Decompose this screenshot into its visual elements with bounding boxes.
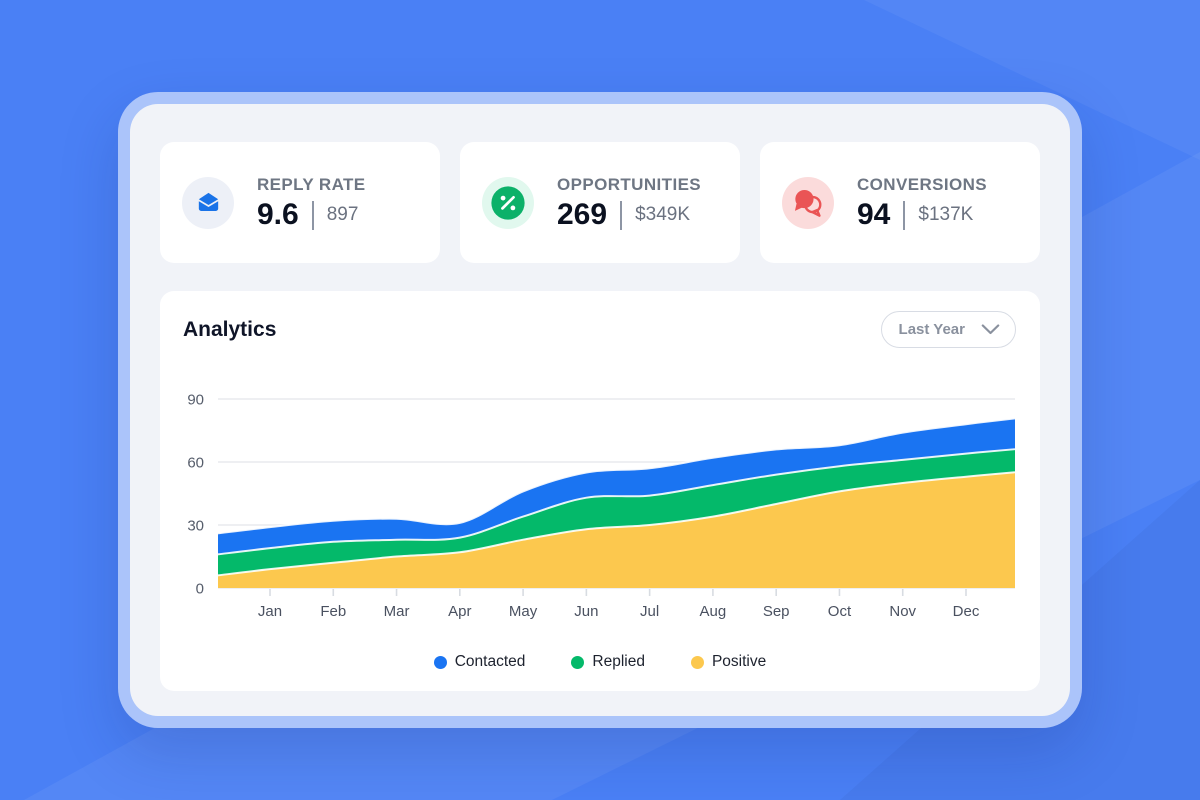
stat-secondary-value: 897 (326, 204, 359, 225)
x-axis-label: May (509, 603, 538, 620)
date-range-dropdown[interactable]: Last Year (880, 311, 1016, 348)
x-axis-label: Apr (448, 603, 471, 620)
y-axis-label: 60 (187, 455, 204, 472)
stat-divider (311, 200, 314, 230)
chat-bubbles-icon (782, 176, 834, 229)
date-range-value: Last Year (898, 321, 965, 338)
chevron-down-icon (981, 324, 1000, 335)
stat-label: OPPORTUNITIES (557, 175, 702, 194)
stat-card-conversions: CONVERSIONS 94 $137K (760, 142, 1040, 263)
legend-dot-positive (690, 655, 704, 669)
area-top-line-contacted (217, 417, 1016, 535)
area-top-line-replied (217, 448, 1016, 556)
stat-label: REPLY RATE (257, 175, 366, 194)
envelope-open-icon (182, 176, 234, 229)
legend-label: Replied (592, 653, 645, 670)
stat-value: 94 (857, 198, 891, 231)
legend-label: Contacted (454, 653, 526, 670)
stat-divider (903, 200, 906, 230)
chart-legend: Contacted Replied Positive (160, 653, 1040, 671)
percent-badge-icon (482, 176, 534, 229)
x-axis-label: Feb (320, 603, 346, 620)
stacked-area-chart: 90 60 30 0 Jan Feb Mar Apr May Jun Jul Aug Sep Oct Nov… (187, 392, 1016, 620)
legend-item-replied: Replied (571, 653, 645, 671)
x-axis-label: Sep (763, 603, 790, 620)
y-axis-label: 0 (196, 581, 204, 598)
stat-text-block: CONVERSIONS 94 $137K (857, 175, 987, 230)
x-axis-label: Mar (384, 603, 410, 620)
x-axis-label: Jul (640, 603, 659, 620)
legend-item-positive: Positive (690, 653, 767, 671)
legend-dot-replied (571, 655, 585, 669)
analytics-chart: 90 60 30 0 Jan Feb Mar Apr May Jun Jul Aug Sep Oct Nov… (160, 370, 1040, 645)
y-axis-label: 30 (187, 518, 204, 535)
stat-card-reply-rate: REPLY RATE 9.6 897 (160, 142, 440, 263)
stat-text-block: OPPORTUNITIES 269 $349K (557, 175, 701, 230)
x-axis-label: Oct (828, 603, 852, 620)
stats-row: REPLY RATE 9.6 897 OPPORTUNITIES (160, 142, 1040, 263)
x-axis-label: Dec (953, 603, 980, 620)
area-top-line-positive (217, 471, 1016, 577)
legend-dot-contacted (433, 655, 447, 669)
stat-value: 269 (557, 198, 608, 231)
y-axis-label: 90 (187, 392, 204, 409)
analytics-title: Analytics (183, 317, 277, 341)
x-axis-label: Jan (258, 603, 282, 620)
legend-label: Positive (711, 653, 767, 670)
x-axis-label: Aug (700, 603, 727, 620)
stat-secondary-value: $349K (635, 204, 691, 225)
x-axis-label: Jun (574, 603, 598, 620)
stat-text-block: REPLY RATE 9.6 897 (257, 175, 366, 230)
stat-divider (620, 200, 623, 230)
x-axis-label: Nov (889, 603, 916, 620)
stat-card-opportunities: OPPORTUNITIES 269 $349K (460, 142, 740, 263)
stat-value: 9.6 (257, 198, 299, 231)
stat-secondary-value: $137K (918, 204, 974, 225)
analytics-card: Analytics Last Year 90 60 30 0 Jan Feb Mar Apr M… (160, 291, 1040, 691)
stat-label: CONVERSIONS (857, 175, 988, 194)
area-positive (218, 472, 1015, 588)
legend-item-contacted: Contacted (433, 653, 526, 671)
